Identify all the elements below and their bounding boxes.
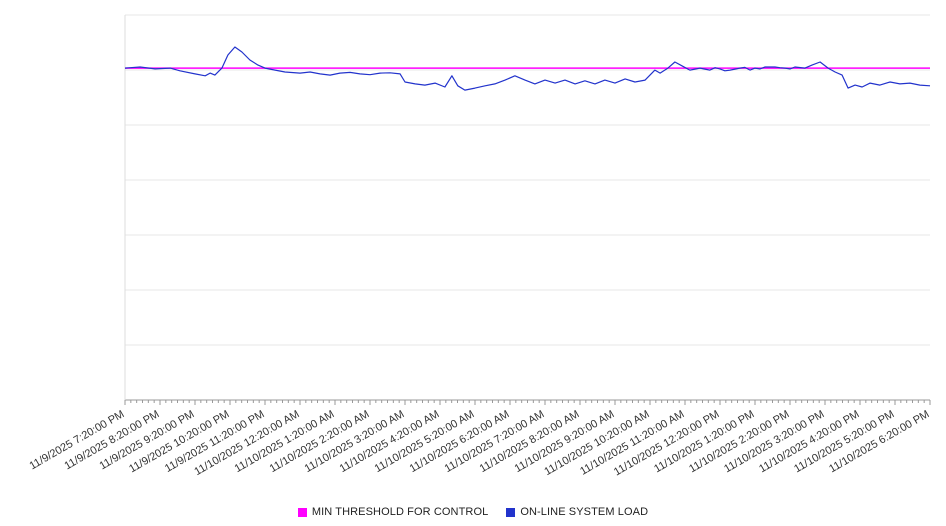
load-swatch-icon <box>506 507 516 517</box>
x-axis-ticks <box>124 400 931 405</box>
legend-item-min-threshold[interactable]: MIN THRESHOLD FOR CONTROL <box>297 506 489 518</box>
legend-label-system-load: ON-LINE SYSTEM LOAD <box>520 506 649 518</box>
threshold-swatch-icon <box>297 507 307 517</box>
gridlines <box>124 14 930 401</box>
legend-label-min-threshold: MIN THRESHOLD FOR CONTROL <box>311 506 489 518</box>
system-load-line <box>124 46 931 91</box>
chart-legend: MIN THRESHOLD FOR CONTROL ON-LINE SYSTEM… <box>0 506 946 518</box>
legend-item-system-load[interactable]: ON-LINE SYSTEM LOAD <box>506 506 648 518</box>
